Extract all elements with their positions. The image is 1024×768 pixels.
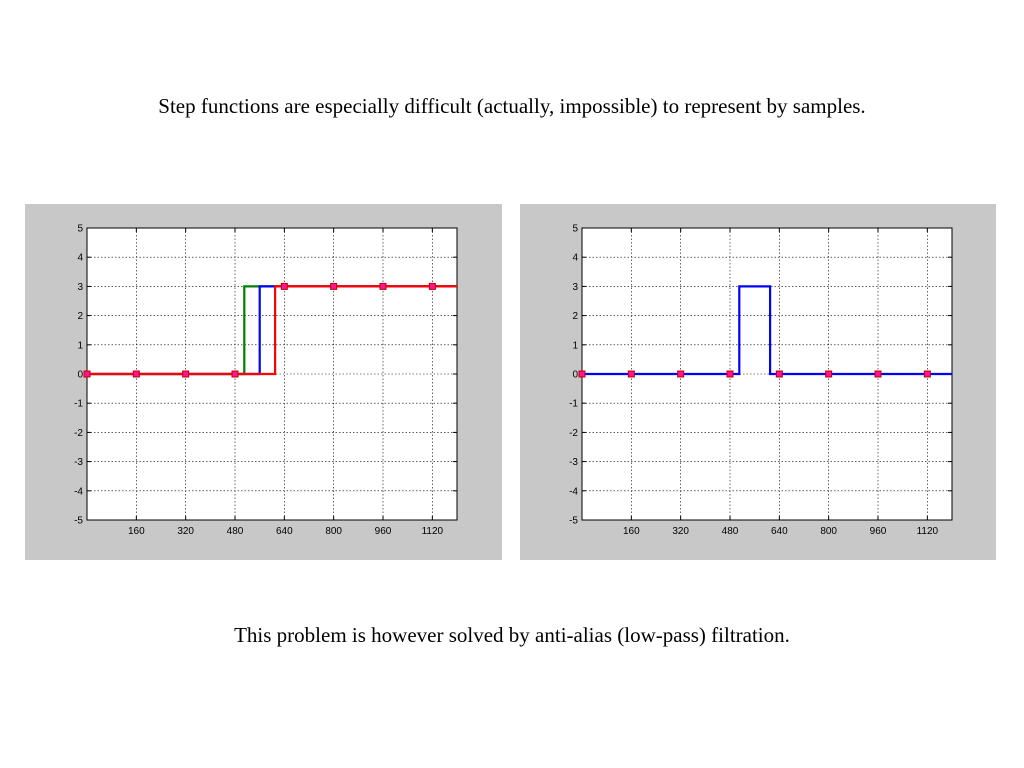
x-tick-label: 800 [325,526,342,537]
sample-marker [578,370,586,378]
bottom-caption: This problem is however solved by anti-a… [234,623,790,647]
x-tick-label: 960 [870,526,887,537]
sample-marker [677,370,685,378]
y-tick-label: -2 [74,428,83,439]
series-line-red [87,285,457,376]
sample-marker [132,370,140,378]
x-tick-label: 640 [771,526,788,537]
y-tick-label: 1 [77,340,83,351]
y-tick-label: -5 [74,516,83,527]
x-tick-label: 160 [623,526,640,537]
x-tick-label: 160 [128,526,145,537]
y-tick-label: -1 [569,399,578,410]
x-tick-label: 640 [276,526,293,537]
y-tick-label: -3 [569,457,578,468]
y-tick-label: -1 [74,399,83,410]
y-tick-label: 5 [77,224,83,235]
y-tick-label: 3 [572,282,578,293]
y-tick-label: -4 [74,486,83,497]
sample-marker [775,370,783,378]
y-tick-label: 2 [572,311,578,322]
figure-panel-right: 160 320 480 640 800 960 1120 5 4 3 2 1 0 -1 -2 -3 -4 -5 [520,204,996,560]
sample-marker [330,282,338,290]
y-tick-label: 0 [572,370,578,381]
series-line-blue [582,285,952,376]
sample-marker [874,370,882,378]
y-tick-label: 5 [572,224,578,235]
sample-marker [182,370,190,378]
x-tick-label: 480 [722,526,739,537]
sample-marker [923,370,931,378]
y-tick-label: -5 [569,516,578,527]
x-tick-label: 1120 [917,526,939,537]
y-tick-label: 4 [572,253,578,264]
sample-marker [379,282,387,290]
y-tick-label: 3 [77,282,83,293]
y-tick-label: 2 [77,311,83,322]
sample-marker [825,370,833,378]
x-tick-label: 320 [672,526,689,537]
sample-marker [83,370,91,378]
y-tick-label: -4 [569,486,578,497]
sample-marker [280,282,288,290]
step-response-chart: 160 320 480 640 800 960 1120 5 4 3 2 1 0 -1 -2 -3 -4 -5 [74,224,458,537]
x-tick-label: 800 [820,526,837,537]
sample-marker [726,370,734,378]
sample-marker [231,370,239,378]
sample-marker [627,370,635,378]
top-caption: Step functions are especially difficult … [158,94,866,118]
sample-marker [428,282,436,290]
x-tick-label: 480 [227,526,244,537]
x-tick-label: 1120 [422,526,444,537]
y-tick-label: 0 [77,370,83,381]
x-tick-label: 960 [375,526,392,537]
x-tick-label: 320 [177,526,194,537]
y-tick-label: 4 [77,253,83,264]
figure-panel-left: 160 320 480 640 800 960 1120 5 4 3 2 1 0 -1 -2 -3 -4 -5 [25,204,502,560]
pulse-chart: 160 320 480 640 800 960 1120 5 4 3 2 1 0 -1 -2 -3 -4 -5 [569,224,953,537]
y-tick-label: -3 [74,457,83,468]
y-tick-label: -2 [569,428,578,439]
y-tick-label: 1 [572,340,578,351]
